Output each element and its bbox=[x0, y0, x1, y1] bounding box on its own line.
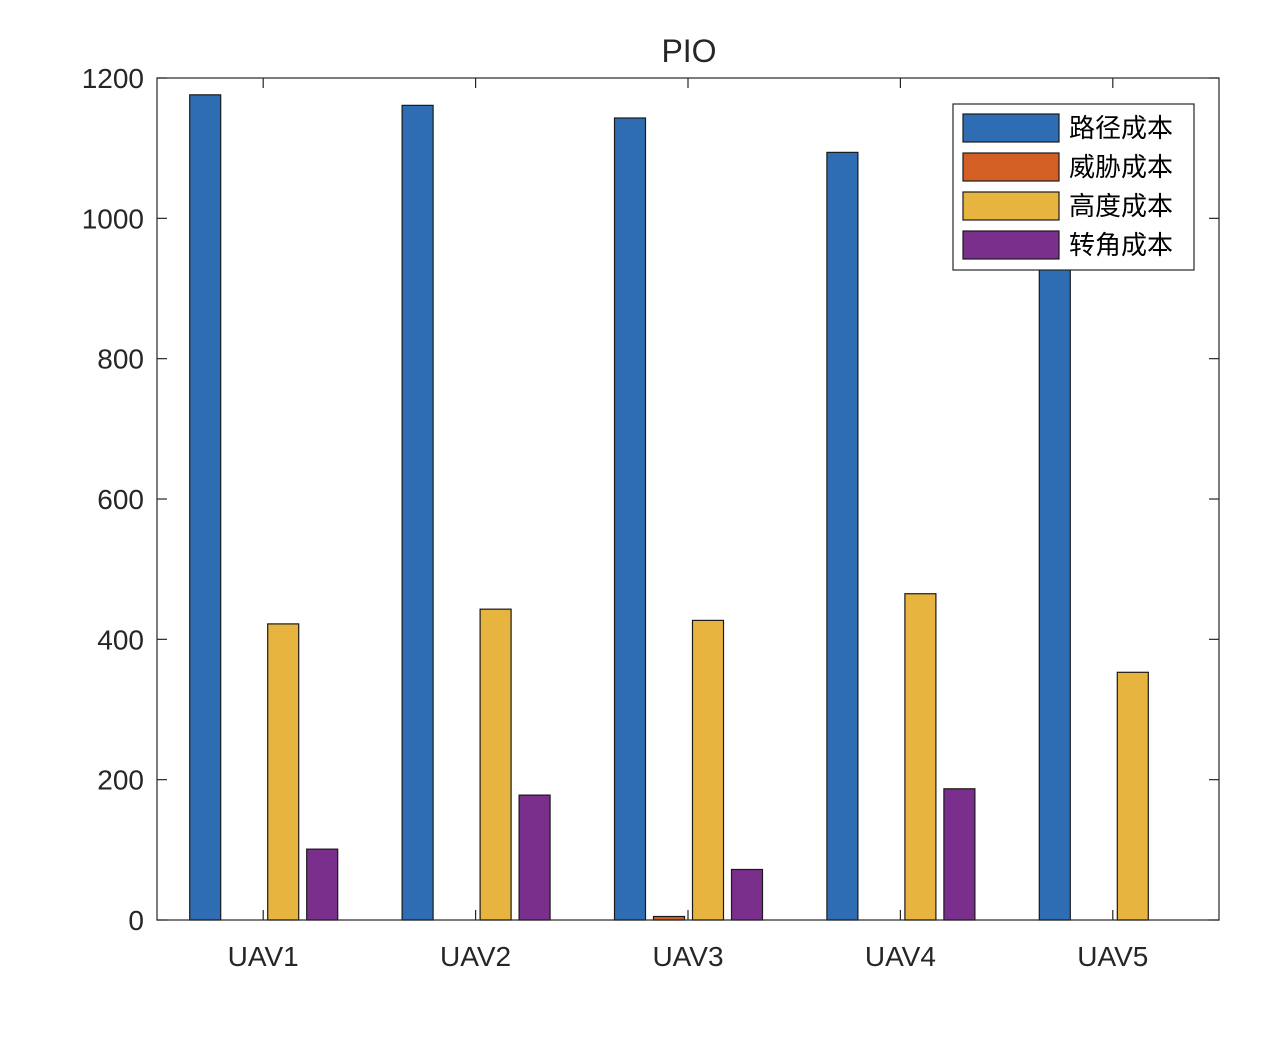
legend-label-3: 高度成本 bbox=[1069, 192, 1173, 222]
y-tick-label: 1000 bbox=[82, 203, 144, 234]
bar-series-3-uav1 bbox=[267, 623, 300, 921]
bar-series-1-uav5 bbox=[1038, 210, 1071, 921]
bar-series-1-uav4 bbox=[826, 151, 859, 921]
legend-label-1: 路径成本 bbox=[1069, 114, 1173, 144]
legend-label-4: 转角成本 bbox=[1069, 231, 1173, 261]
y-tick-label: 600 bbox=[97, 484, 144, 515]
bar-series-1-uav1 bbox=[189, 94, 222, 921]
chart-title: PIO bbox=[661, 33, 716, 69]
bar-series-4-uav3 bbox=[730, 868, 764, 921]
legend-swatch-2 bbox=[962, 152, 1060, 182]
bar-series-3-uav5 bbox=[1116, 671, 1149, 921]
y-tick-label: 1200 bbox=[82, 63, 144, 94]
bar-series-1-uav2 bbox=[401, 104, 434, 921]
x-tick-label-uav2: UAV2 bbox=[440, 941, 511, 972]
legend-swatch-4 bbox=[962, 230, 1060, 260]
x-tick-label-uav3: UAV3 bbox=[652, 941, 723, 972]
bar-series-4-uav2 bbox=[518, 794, 551, 921]
bar-series-3-uav2 bbox=[479, 608, 512, 921]
ticks-layer: 0 200 400 600 800 1000 1200 UAV1 UAV2 UAV3 UAV4 UAV… bbox=[82, 63, 1219, 972]
bars-layer bbox=[189, 94, 1149, 921]
x-tick-label-uav1: UAV1 bbox=[228, 941, 299, 972]
x-tick-label-uav5: UAV5 bbox=[1077, 941, 1148, 972]
bar-series-3-uav3 bbox=[691, 619, 725, 921]
y-tick-label: 200 bbox=[97, 765, 144, 796]
legend-label-2: 威胁成本 bbox=[1069, 153, 1173, 183]
bar-series-1-uav3 bbox=[613, 117, 647, 921]
x-tick-label-uav4: UAV4 bbox=[865, 941, 936, 972]
y-tick-label: 800 bbox=[97, 344, 144, 375]
legend-swatch-1 bbox=[962, 113, 1060, 143]
y-tick-label: 0 bbox=[128, 905, 144, 936]
y-tick-label: 400 bbox=[97, 624, 144, 655]
bar-series-3-uav4 bbox=[904, 593, 937, 921]
bar-series-4-uav1 bbox=[306, 848, 339, 921]
legend-swatch-3 bbox=[962, 191, 1060, 221]
bar-series-4-uav4 bbox=[943, 788, 976, 921]
